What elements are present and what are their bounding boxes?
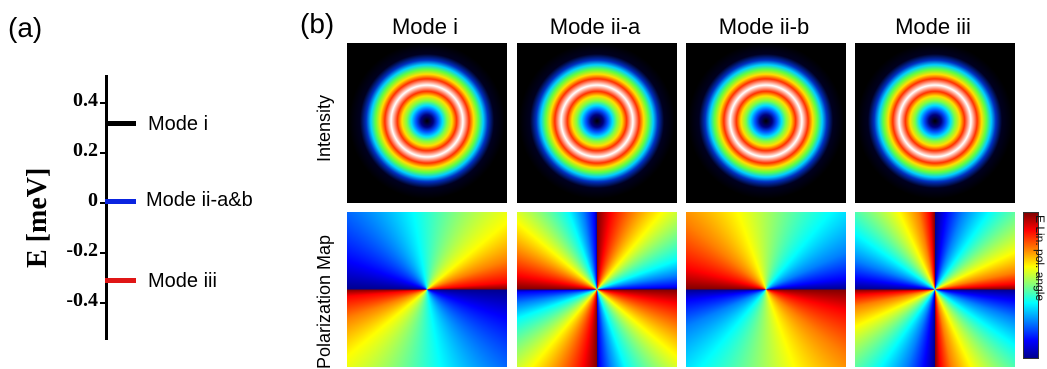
intensity-image-mode-ii-a (517, 43, 677, 203)
tick-mark (100, 252, 108, 254)
polarization-map-mode-iii (855, 212, 1015, 367)
column-title: Mode ii-b (718, 14, 810, 39)
level-label-mode-i: Mode i (148, 113, 209, 135)
intensity-ring-graphic (855, 43, 1015, 203)
column-title: Mode i (391, 14, 459, 39)
level-mode-iii (105, 278, 136, 283)
level-label-mode-ii: Mode ii-a&b (146, 189, 253, 211)
colorbar (1023, 212, 1039, 359)
intensity-ring-graphic (517, 43, 677, 203)
intensity-image-mode-iii (855, 43, 1015, 203)
column-title: Mode ii-a (549, 14, 641, 39)
tick-label: 0.4 (73, 89, 98, 111)
energy-axis-line (105, 75, 108, 340)
level-mode-i (105, 121, 136, 126)
intensity-image-mode-ii-b (686, 43, 846, 203)
intensity-image-mode-i (347, 43, 507, 203)
colorbar-label: E Lin. pol. angle (1033, 215, 1047, 302)
tick-mark (100, 302, 108, 304)
tick-mark (100, 152, 108, 154)
level-mode-ii (105, 199, 136, 204)
polarization-map-mode-i (347, 212, 507, 367)
level-label-mode-iii: Mode iii (148, 270, 217, 292)
panel-b-label: (b) (300, 8, 335, 39)
tick-mark (100, 102, 108, 104)
intensity-ring-graphic (347, 43, 507, 203)
polarization-map-mode-ii-a (517, 212, 677, 367)
tick-mark (100, 202, 108, 204)
column-title: Mode iii (895, 14, 971, 39)
tick-label: 0 (88, 189, 98, 211)
row-label-polarization: Polarization Map (314, 234, 334, 369)
polarization-map-mode-ii-b (686, 212, 846, 367)
panel-a-label: (a) (8, 12, 43, 43)
intensity-ring-graphic (686, 43, 846, 203)
tick-label: 0.2 (73, 139, 98, 161)
row-label-intensity: Intensity (314, 94, 334, 162)
tick-label: -0.4 (66, 289, 98, 311)
tick-label: -0.2 (66, 239, 98, 261)
